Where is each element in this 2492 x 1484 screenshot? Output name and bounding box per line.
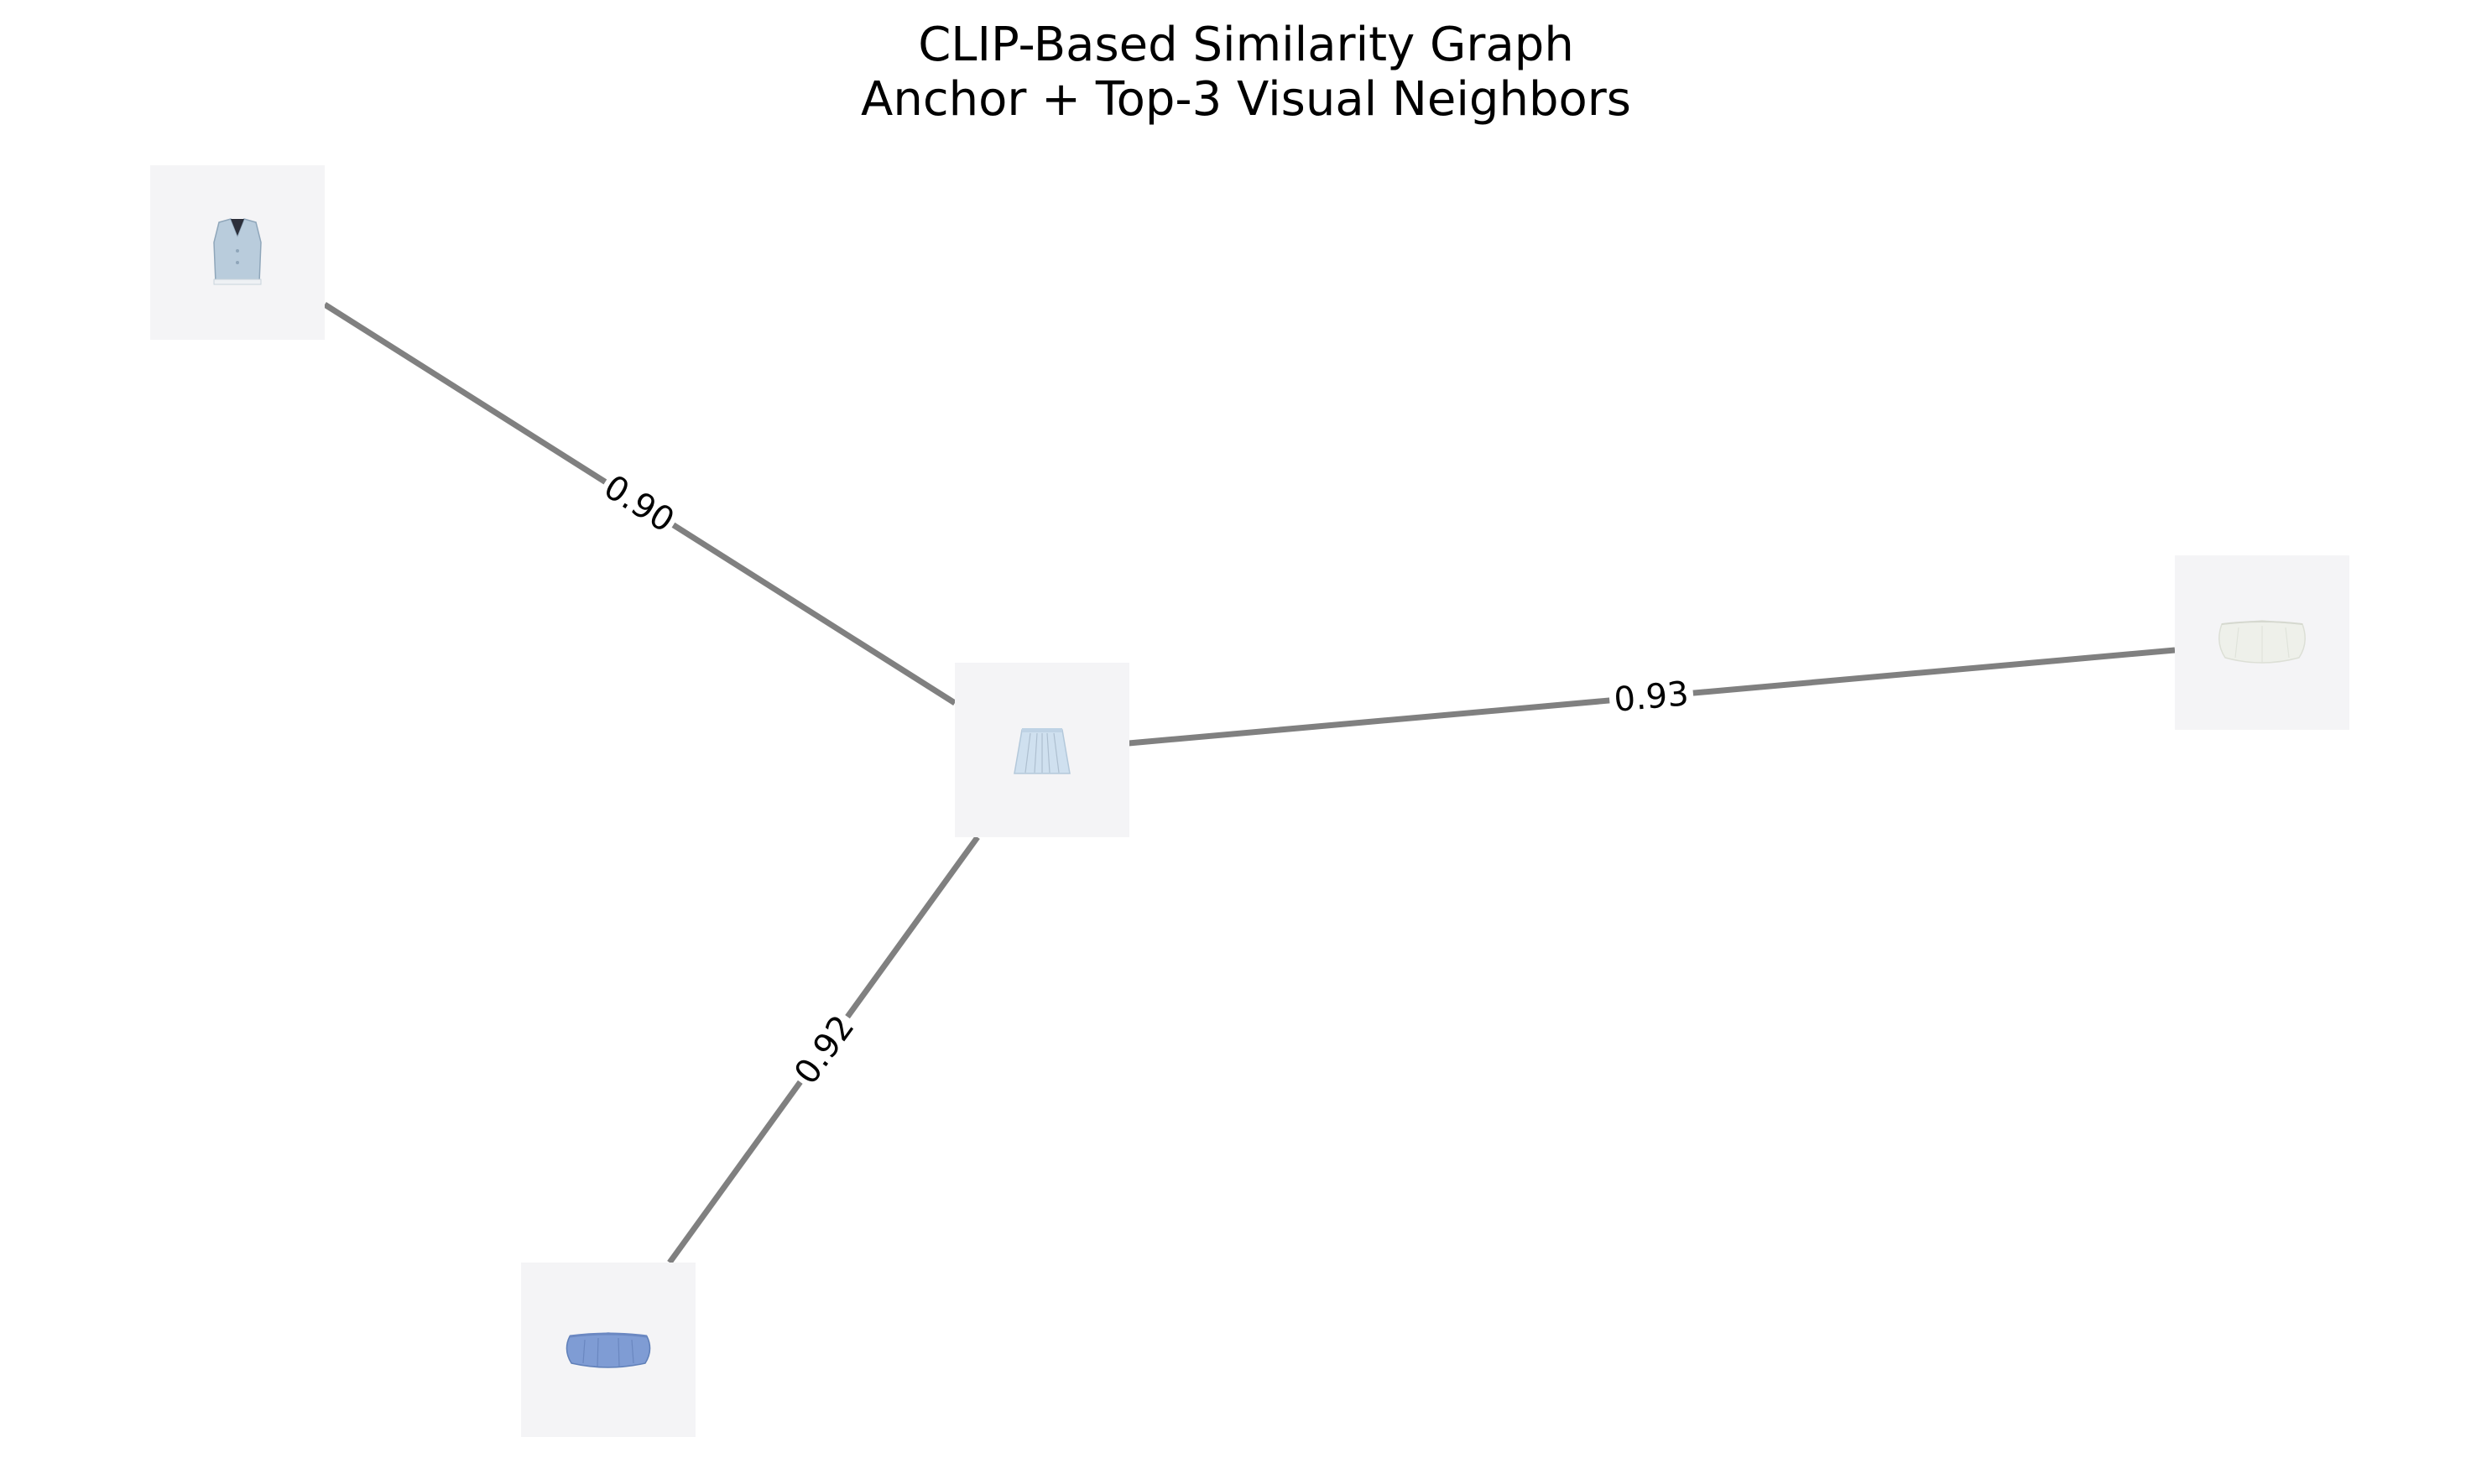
- edge-label: 0.93: [1613, 674, 1691, 720]
- blue-bubble-skirt-icon: [566, 1332, 651, 1368]
- white-bubble-skirt-icon: [2218, 620, 2306, 664]
- node-neighbor-1: [150, 165, 325, 340]
- node-neighbor-2: [2175, 555, 2349, 730]
- edge-anchor-neighbor-3: 0.92: [667, 835, 980, 1265]
- nodes: [150, 165, 2349, 1437]
- graph-title-line-1: CLIP-Based Similarity Graph: [918, 18, 1574, 72]
- edges: 0.90 0.93 0.92: [323, 302, 2176, 1265]
- graph-title-line-2: Anchor + Top-3 Visual Neighbors: [861, 72, 1631, 127]
- node-anchor: [955, 663, 1129, 837]
- light-blue-vest-icon: [213, 218, 262, 285]
- light-blue-pleated-skirt-icon: [1014, 728, 1071, 774]
- node-neighbor-3: [521, 1263, 696, 1437]
- edge-anchor-neighbor-1: 0.90: [323, 302, 957, 706]
- edge-anchor-neighbor-2: 0.93: [1128, 647, 2176, 747]
